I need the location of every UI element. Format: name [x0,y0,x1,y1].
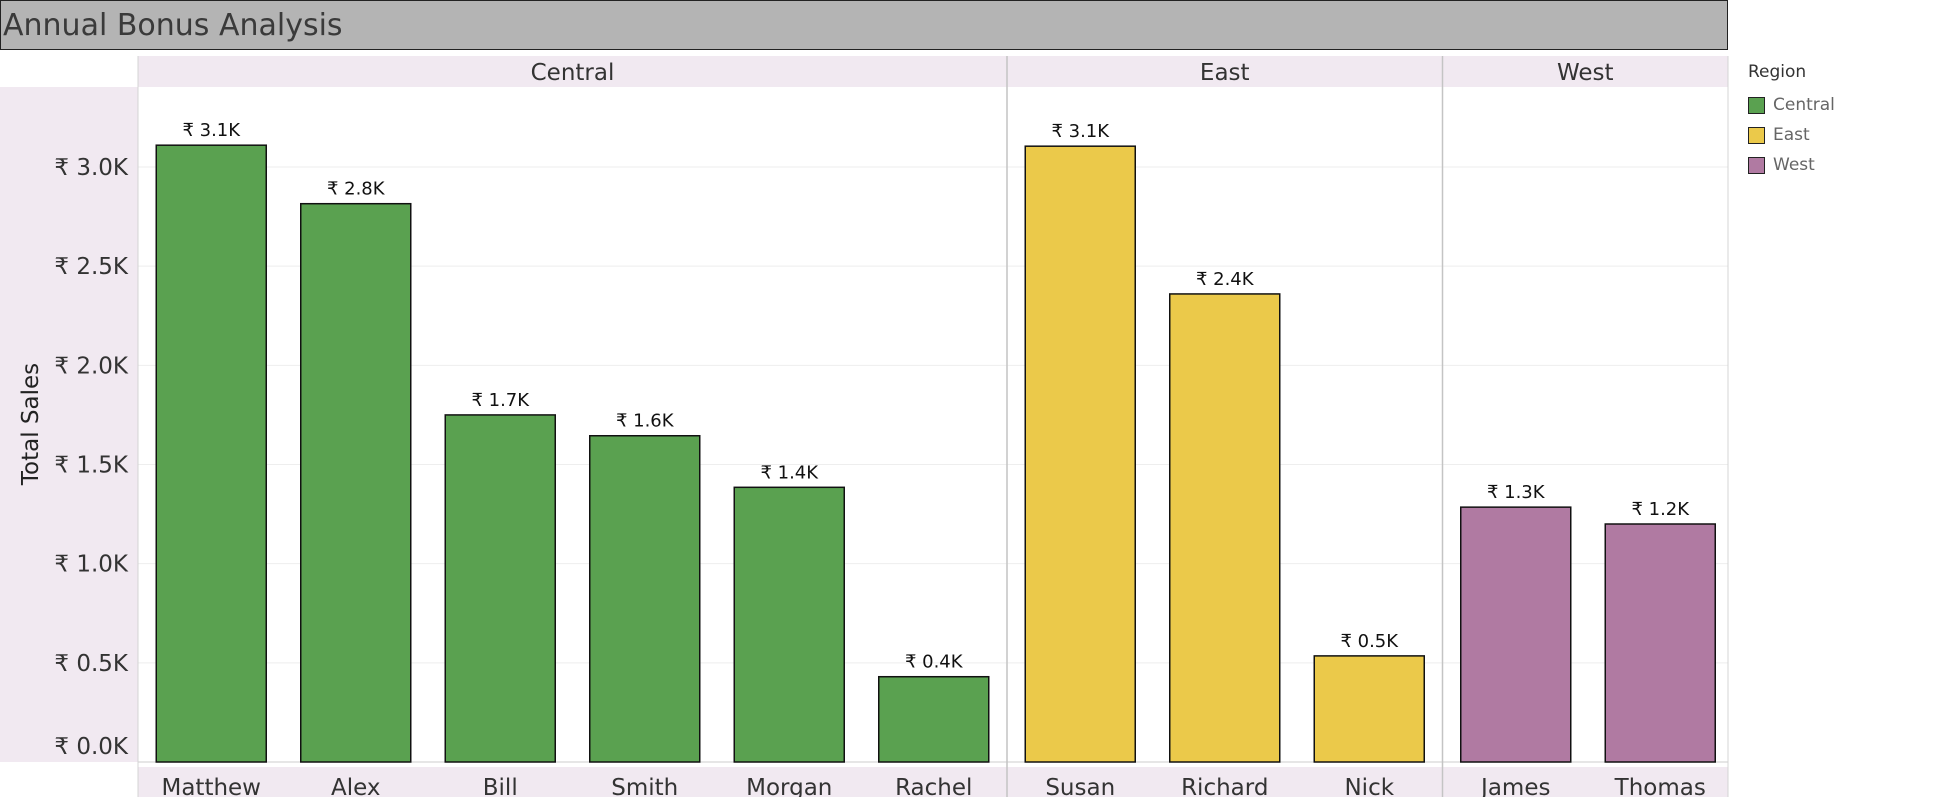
x-tick-label-james: James [1479,775,1550,797]
bar-richard [1169,293,1281,763]
bar-bill [444,414,556,763]
legend-label: Central [1773,95,1835,115]
data-label-susan: ₹ 3.1K [1051,121,1110,142]
bar-matthew [155,144,267,763]
legend: Region Central East West [1748,62,1928,180]
x-axis-band [138,767,1728,797]
bar-nick [1313,655,1425,763]
panel-header-central: Central [531,60,615,86]
x-tick-label-bill: Bill [483,775,518,797]
x-tick-label-susan: Susan [1045,775,1115,797]
y-tick-label: ₹ 2.0K [54,353,129,379]
y-axis-title: Total Sales [18,363,44,486]
y-tick-label: ₹ 1.0K [54,552,129,578]
bar-smith [589,434,701,763]
data-label-matthew: ₹ 3.1K [182,120,241,141]
legend-label: East [1773,125,1810,145]
x-tick-label-matthew: Matthew [161,775,261,797]
data-label-smith: ₹ 1.6K [616,411,675,432]
legend-items: Central East West [1748,90,1928,180]
x-tick-label-alex: Alex [331,775,380,797]
legend-swatch [1748,156,1765,174]
y-tick-label: ₹ 3.0K [54,155,129,181]
bar-chart: Central ₹ 3.1K Matthew ₹ 2.8K Alex ₹ 1.7K Bill… [0,56,1729,797]
x-tick-label-smith: Smith [611,775,678,797]
data-label-richard: ₹ 2.4K [1196,269,1255,290]
data-label-alex: ₹ 2.8K [327,179,386,200]
legend-label: West [1773,155,1815,175]
title-bar: Annual Bonus Analysis [0,0,1728,50]
legend-item-central[interactable]: Central [1748,90,1928,120]
legend-item-west[interactable]: West [1748,150,1928,180]
data-label-thomas: ₹ 1.2K [1631,499,1690,520]
bar-morgan [733,486,845,763]
dashboard-title: Annual Bonus Analysis [3,7,343,43]
y-tick-label: ₹ 2.5K [54,254,129,280]
panel-header-west: West [1557,60,1614,86]
y-axis-band [0,87,138,762]
y-tick-label: ₹ 0.5K [54,651,129,677]
data-label-james: ₹ 1.3K [1487,482,1546,503]
bar-thomas [1604,523,1716,763]
bar-rachel [878,675,990,763]
x-tick-label-rachel: Rachel [895,775,972,797]
bar-alex [300,202,412,763]
x-tick-label-richard: Richard [1181,775,1268,797]
legend-item-east[interactable]: East [1748,120,1928,150]
legend-swatch [1748,96,1765,114]
x-tick-label-thomas: Thomas [1614,775,1706,797]
y-tick-label: ₹ 1.5K [54,453,129,479]
legend-title: Region [1748,62,1807,82]
data-label-morgan: ₹ 1.4K [760,462,819,483]
bar-susan [1024,145,1136,763]
bar-james [1460,506,1572,763]
y-tick-label: ₹ 0.0K [54,734,129,760]
data-label-bill: ₹ 1.7K [471,390,530,411]
data-label-rachel: ₹ 0.4K [905,652,964,673]
x-tick-label-morgan: Morgan [746,775,832,797]
x-tick-label-nick: Nick [1344,775,1394,797]
panel-header-band [138,56,1728,87]
data-label-nick: ₹ 0.5K [1340,631,1399,652]
legend-swatch [1748,126,1765,144]
panel-header-east: East [1200,60,1250,86]
